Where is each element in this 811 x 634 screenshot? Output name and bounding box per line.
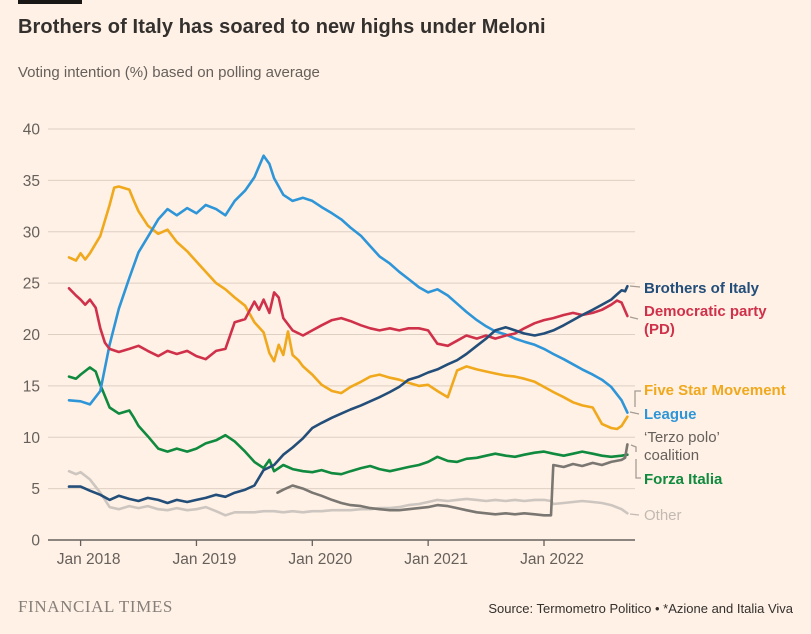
y-tick-label: 20 — [23, 327, 41, 344]
label-connector — [635, 459, 641, 479]
label-connector — [629, 411, 640, 415]
label-connector — [629, 316, 639, 320]
x-tick-label: Jan 2022 — [520, 551, 584, 568]
y-tick-label: 10 — [23, 430, 41, 447]
series-label-democratic-party-pd: Democratic party (PD) — [644, 303, 767, 338]
series-line-brothers-of-italy — [67, 284, 629, 505]
series-label-forza-italia: Forza Italia — [644, 471, 723, 488]
source-note: Source: Termometro Politico • *Azione an… — [488, 601, 793, 616]
y-tick-label: 0 — [31, 533, 40, 550]
y-tick-label: 30 — [23, 224, 41, 241]
series-label-league: League — [644, 406, 697, 423]
series-line-league — [67, 154, 629, 414]
label-connector — [629, 285, 641, 288]
x-tick-label: Jan 2018 — [57, 551, 121, 568]
y-tick-label: 40 — [23, 122, 41, 139]
y-tick-label: 35 — [23, 173, 40, 190]
series-line-five-star-movement — [67, 185, 629, 431]
x-tick-label: Jan 2020 — [288, 551, 352, 568]
label-connector — [634, 390, 641, 407]
x-tick-label: Jan 2021 — [404, 551, 468, 568]
series-label-brothers-of-italy: Brothers of Italy — [644, 280, 760, 297]
series-line-terzo-polo-coalition — [276, 443, 629, 517]
ft-top-rule — [18, 0, 82, 4]
series-label-terzo-polo-coalition: ‘Terzo polo’ coalition — [644, 429, 720, 464]
series-line-other — [67, 469, 629, 517]
series-line-democratic-party-pd — [67, 286, 629, 361]
series-label-five-star-movement: Five Star Movement — [644, 382, 786, 399]
financial-times-logo: FINANCIAL TIMES — [18, 597, 173, 616]
label-connector — [630, 444, 637, 452]
x-tick-label: Jan 2019 — [173, 551, 237, 568]
y-tick-label: 25 — [23, 276, 40, 293]
chart-title: Brothers of Italy has soared to new high… — [18, 16, 546, 38]
y-tick-label: 5 — [31, 481, 40, 498]
series-line-forza-italia — [67, 366, 629, 476]
series-label-other: Other — [644, 507, 682, 524]
label-connector — [629, 513, 640, 516]
y-tick-label: 15 — [23, 378, 40, 395]
chart-subtitle: Voting intention (%) based on polling av… — [18, 64, 320, 81]
